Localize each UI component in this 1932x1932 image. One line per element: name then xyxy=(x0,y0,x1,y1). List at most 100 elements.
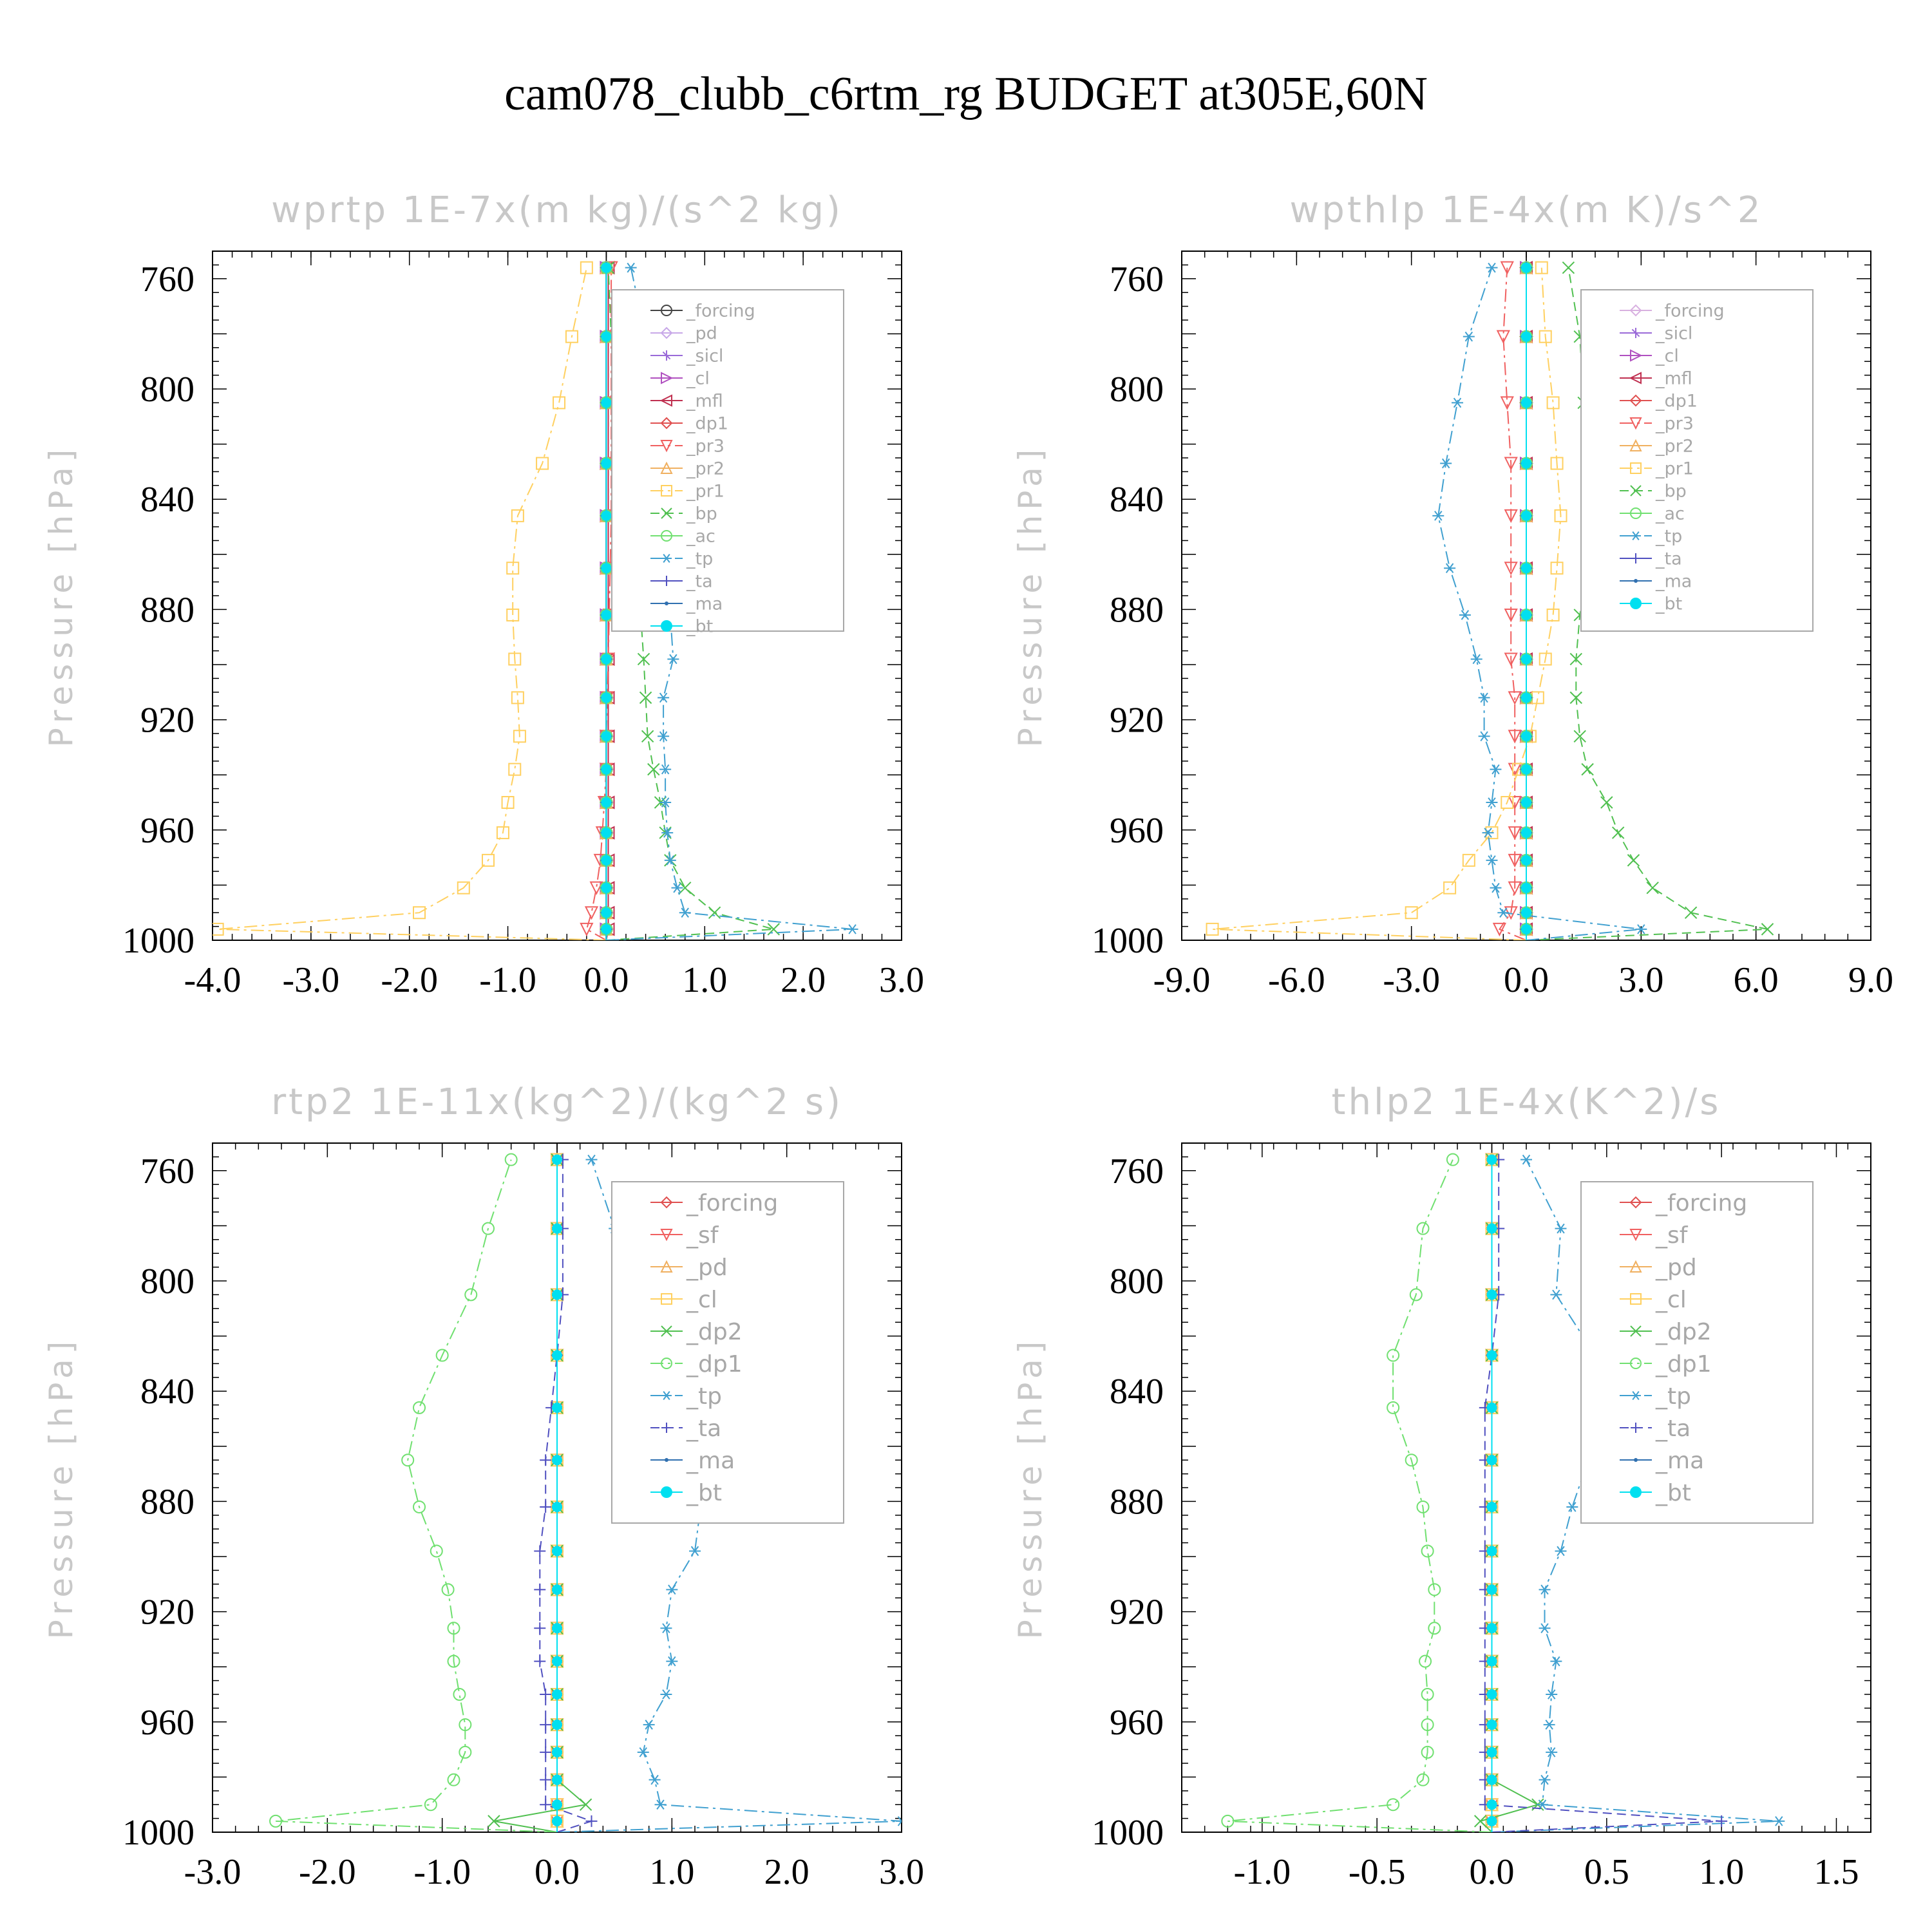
series-tp-point xyxy=(1635,924,1647,934)
y-axis-label: Pressure [hPa] xyxy=(1012,444,1049,748)
legend-label: _cl xyxy=(686,369,710,389)
series-dp1-point xyxy=(453,1688,466,1701)
series-tp-point xyxy=(1459,610,1471,620)
series-pr1-point xyxy=(508,762,522,776)
series-tp-point xyxy=(1482,828,1494,838)
series-bp-point xyxy=(1684,906,1698,919)
series-bt-point xyxy=(1486,1584,1497,1595)
series-bt-point xyxy=(552,1584,562,1595)
series-bp-point xyxy=(1600,796,1613,809)
legend-marker xyxy=(1630,1358,1642,1369)
series-dp2-point xyxy=(1473,1815,1487,1828)
series-bp-point xyxy=(1569,691,1582,705)
series-tp-point xyxy=(1555,1223,1567,1234)
series-group xyxy=(1221,1152,1785,1832)
x-tick-label: 1.5 xyxy=(1814,1852,1859,1892)
legend-marker xyxy=(661,372,674,384)
series-tp-point xyxy=(643,1719,655,1730)
x-tick-label: -1.0 xyxy=(413,1852,471,1892)
series-dp1-point xyxy=(1387,1401,1400,1414)
legend-marker xyxy=(660,461,673,474)
series-pr1-point xyxy=(496,826,509,840)
legend-marker xyxy=(661,1358,672,1369)
series-tp-line xyxy=(1437,267,1642,940)
series-tp-point xyxy=(1440,458,1452,469)
series-bp-point xyxy=(1646,881,1659,895)
panel-title: wprtp 1E-7x(m kg)/(s^2 kg) xyxy=(271,189,843,231)
legend-marker xyxy=(1631,1391,1641,1400)
series-bp-point xyxy=(1627,854,1640,867)
series-pr1-point xyxy=(506,608,520,621)
series-dp1-point xyxy=(413,1500,426,1513)
x-tick-label: 1.0 xyxy=(1699,1852,1744,1892)
legend-marker xyxy=(661,350,672,361)
series-bt-point xyxy=(601,764,612,775)
series-dp2-point xyxy=(579,1798,592,1811)
series-pr1-point xyxy=(413,906,426,920)
x-tick-label: -6.0 xyxy=(1268,960,1325,1000)
series-tp-point xyxy=(1546,1747,1558,1757)
series-bp-point xyxy=(1562,261,1575,274)
series-tp-point xyxy=(660,1623,672,1634)
series-tp-point xyxy=(1490,764,1502,775)
series-tp-point xyxy=(1539,1584,1551,1595)
series-tp-point xyxy=(1452,397,1463,408)
series-pr3-point xyxy=(1504,652,1518,667)
series-pr1-point xyxy=(1501,796,1514,809)
series-bp-point xyxy=(1573,730,1586,743)
legend-marker xyxy=(661,620,672,632)
series-bt-point xyxy=(1521,510,1531,521)
series-dp1-point xyxy=(1446,1153,1459,1166)
legend-marker xyxy=(661,485,672,497)
x-tick-label: -4.0 xyxy=(184,960,242,1000)
series-pr3-point xyxy=(1504,562,1518,576)
x-tick-label: 1.0 xyxy=(649,1852,694,1892)
series-bt-point xyxy=(1486,1154,1497,1165)
series-bt-point xyxy=(1521,262,1531,273)
series-bp-point xyxy=(1611,826,1625,839)
y-tick-label: 840 xyxy=(1110,1372,1164,1412)
y-tick-label: 760 xyxy=(1110,260,1164,299)
series-bt-point xyxy=(1486,1223,1497,1234)
legend-label: _forcing xyxy=(1655,1190,1747,1217)
series-bt-point xyxy=(601,692,612,703)
x-tick-label: 0.0 xyxy=(583,960,629,1000)
legend-marker xyxy=(661,530,672,542)
series-tp-point xyxy=(679,907,691,918)
legend-box xyxy=(611,1181,844,1524)
series-pr1-point xyxy=(1405,906,1418,920)
series-bt-point xyxy=(1521,764,1531,775)
series-bt-point xyxy=(552,1223,562,1234)
legend-label: _dp1 xyxy=(686,414,728,434)
series-ta-point xyxy=(540,1501,552,1513)
series-pr3-point xyxy=(1508,730,1522,744)
legend-marker xyxy=(661,1423,672,1433)
series-dp1-point xyxy=(447,1654,460,1668)
x-tick-label: -1.0 xyxy=(479,960,536,1000)
series-bt-point xyxy=(552,1289,562,1300)
legend-label: _forcing xyxy=(686,1190,778,1217)
legend-label: _bp xyxy=(686,504,717,524)
series-pr1-point xyxy=(1462,853,1475,867)
legend-marker xyxy=(660,417,673,430)
y-tick-label: 840 xyxy=(140,1372,194,1412)
legend-box xyxy=(1580,1181,1814,1524)
series-pr3-point xyxy=(1504,457,1518,471)
series-bt-point xyxy=(1521,797,1531,808)
series-bt-point xyxy=(1521,882,1531,893)
legend-marker xyxy=(1630,1486,1642,1498)
y-tick-label: 800 xyxy=(1110,370,1164,410)
series-pr1-point xyxy=(506,562,520,575)
series-bt-point xyxy=(601,331,612,342)
series-bt-point xyxy=(552,1799,562,1810)
legend-marker xyxy=(1629,372,1642,384)
legend-marker xyxy=(661,576,672,586)
legend-marker xyxy=(1629,394,1642,407)
series-bt-point xyxy=(1486,1402,1497,1413)
series-pr3-point xyxy=(1504,608,1518,623)
legend-marker xyxy=(1630,349,1643,362)
legend-label: _bp xyxy=(1655,482,1687,502)
legend-marker xyxy=(661,1293,672,1305)
series-ta-point xyxy=(540,1774,552,1786)
